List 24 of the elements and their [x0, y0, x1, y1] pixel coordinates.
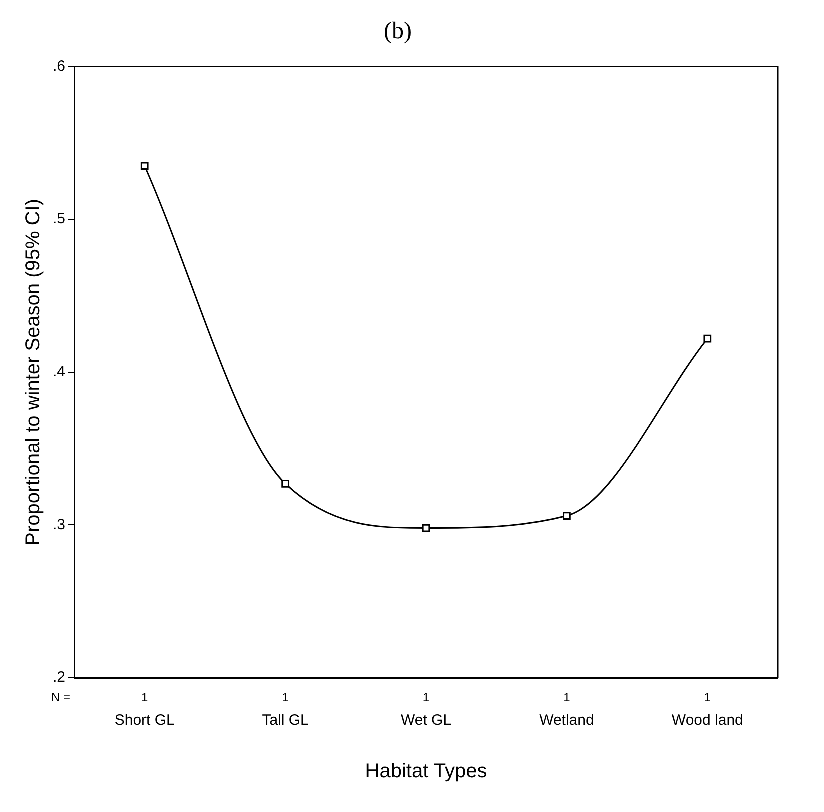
point [282, 480, 290, 488]
point [422, 524, 430, 532]
point [563, 512, 571, 520]
x-axis-title: Habitat Types [365, 760, 488, 783]
y-tick-label: .3 [52, 516, 66, 534]
chart-title: (b) [384, 18, 412, 45]
y-tick-label: .4 [52, 364, 66, 381]
text: 1 [564, 690, 571, 704]
y-tick-label: .5 [52, 210, 66, 228]
x-tick-label: Tall GL [262, 712, 309, 730]
y-tick-label: .6 [52, 58, 66, 75]
point [704, 334, 712, 343]
text: 1 [704, 690, 712, 704]
text: 1 [142, 690, 149, 704]
y-axis-title: Proportional to winter Season (95% CI) [22, 198, 45, 546]
x-tick-label: Wood land [672, 712, 744, 730]
x-tick-label: Wet GL [400, 712, 452, 730]
text: 1 [422, 690, 430, 704]
y-tick-label: .2 [52, 669, 66, 686]
point [140, 162, 149, 170]
text: 1 [282, 690, 290, 704]
x-tick-label: Short GL [114, 712, 175, 730]
x-tick-label: Wetland [540, 712, 594, 730]
text: N = [51, 690, 71, 704]
